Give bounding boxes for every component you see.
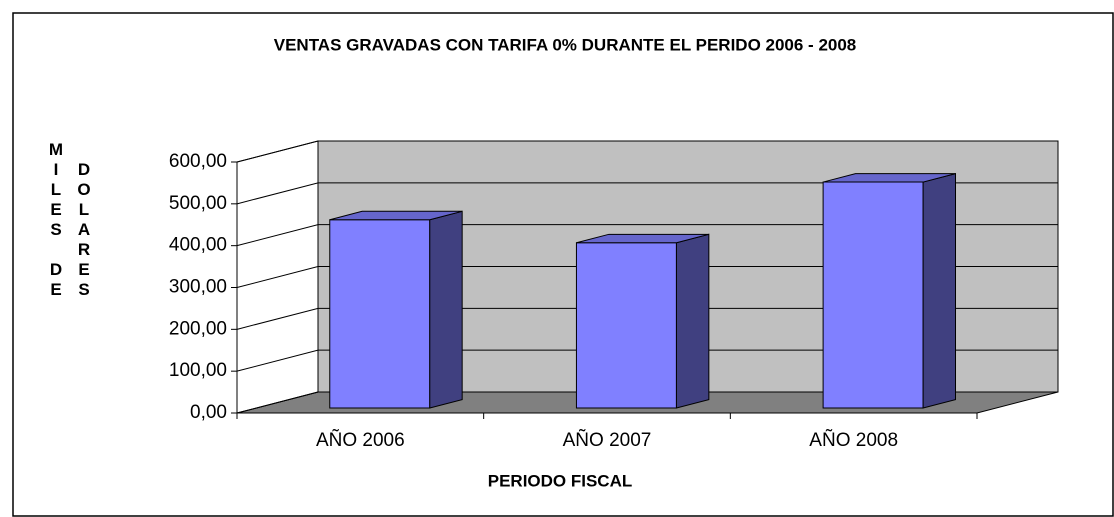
grid-line bbox=[236, 182, 1058, 205]
bar-side bbox=[675, 233, 710, 409]
y-tick-label: 200,00 bbox=[169, 318, 227, 339]
bar-top bbox=[822, 173, 956, 183]
grid-line bbox=[236, 140, 1058, 163]
grid-line bbox=[236, 349, 1058, 372]
y-tick-label: 400,00 bbox=[169, 235, 227, 256]
y-axis-title: DOLARES bbox=[75, 160, 94, 300]
bar bbox=[575, 233, 710, 409]
bar-front bbox=[575, 242, 677, 409]
bar-top bbox=[576, 233, 709, 244]
bar-side bbox=[922, 173, 957, 409]
grid-line bbox=[236, 224, 1058, 247]
bar-side bbox=[429, 210, 463, 409]
y-tick-label: 100,00 bbox=[169, 360, 227, 381]
y-tick-label: 600,00 bbox=[169, 151, 227, 172]
y-tick-label: 500,00 bbox=[169, 193, 227, 214]
y-tick-label: 0,00 bbox=[190, 402, 227, 423]
bar-front bbox=[822, 181, 924, 409]
bar bbox=[329, 210, 463, 409]
bar-front bbox=[329, 219, 431, 409]
grid-line bbox=[236, 391, 1058, 414]
grid-line bbox=[236, 307, 1058, 330]
y-axis-title: MILES DE bbox=[47, 140, 66, 300]
bar bbox=[822, 173, 957, 409]
x-tick-label: AÑO 2007 bbox=[563, 429, 652, 451]
grid-line bbox=[236, 266, 1058, 288]
chart-title: VENTAS GRAVADAS CON TARIFA 0% DURANTE EL… bbox=[274, 35, 857, 54]
x-tick-label: AÑO 2006 bbox=[316, 429, 405, 451]
x-axis-title: PERIODO FISCAL bbox=[488, 471, 633, 490]
bar-top bbox=[329, 210, 463, 221]
x-tick-label: AÑO 2008 bbox=[809, 429, 898, 451]
y-tick-label: 300,00 bbox=[169, 277, 227, 298]
